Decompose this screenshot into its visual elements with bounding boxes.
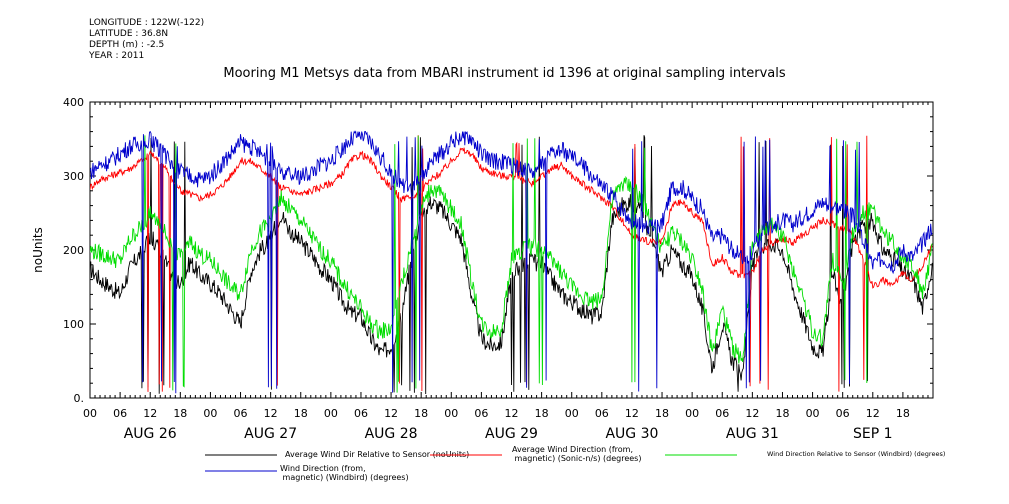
depth-text: DEPTH (m) : -2.5: [89, 40, 165, 50]
series-line-2: [90, 135, 933, 392]
legend-entry-2: Average Wind Direction (from, magnetic) …: [512, 445, 641, 463]
chart-title: Mooring M1 Metsys data from MBARI instru…: [223, 66, 786, 81]
x-hour-label: 00: [324, 407, 338, 420]
y-tick-label: 200: [63, 244, 84, 257]
x-day-label: AUG 26: [124, 426, 177, 442]
x-hour-label: 18: [173, 407, 187, 420]
x-hour-label: 00: [83, 407, 97, 420]
x-hour-label: 06: [595, 407, 609, 420]
year-text: YEAR : 2011: [89, 51, 145, 61]
metadata-header: LONGITUDE : 122W(-122) LATITUDE : 36.8N …: [89, 18, 204, 62]
longitude-text: LONGITUDE : 122W(-122): [89, 18, 205, 28]
latitude-text: LATITUDE : 36.8N: [89, 29, 169, 39]
x-day-label: AUG 29: [485, 426, 538, 442]
x-day-label: AUG 27: [244, 426, 297, 442]
x-hour-label: 00: [444, 407, 458, 420]
series-line-4: [90, 130, 933, 394]
x-hour-label: 12: [505, 407, 519, 420]
x-hour-label: 06: [474, 407, 488, 420]
x-hour-label: 06: [113, 407, 127, 420]
x-hour-label: 00: [203, 407, 217, 420]
x-hour-label: 18: [535, 407, 549, 420]
x-day-label: AUG 30: [605, 426, 658, 442]
series-line-1: [90, 135, 933, 395]
x-day-label: AUG 28: [365, 426, 418, 442]
x-hour-label: 12: [264, 407, 278, 420]
x-hour-label: 12: [866, 407, 880, 420]
y-tick-label: 100: [63, 318, 84, 331]
x-hour-label: 12: [625, 407, 639, 420]
x-hour-label: 00: [565, 407, 579, 420]
x-hour-label: 06: [715, 407, 729, 420]
x-hour-label: 06: [234, 407, 248, 420]
x-hour-label: 18: [414, 407, 428, 420]
legend-entry-3: Wind Direction Relative to Sensor (Windb…: [767, 450, 945, 458]
series-line-3: [90, 135, 933, 393]
x-hour-label: 18: [896, 407, 910, 420]
x-hour-label: 00: [685, 407, 699, 420]
y-tick-label: 300: [63, 170, 84, 183]
legend-entry-1: Average Wind Dir Relative to Sensor (noU…: [285, 450, 469, 459]
y-tick-label: 400: [63, 96, 84, 109]
x-hour-label: 18: [294, 407, 308, 420]
y-axis-label: noUnits: [31, 227, 45, 273]
x-hour-label: 12: [745, 407, 759, 420]
x-hour-label: 18: [655, 407, 669, 420]
x-hour-label: 12: [143, 407, 157, 420]
x-day-label: SEP 1: [853, 426, 893, 442]
x-day-label: AUG 31: [726, 426, 779, 442]
y-tick-label: 0.: [74, 392, 85, 405]
x-hour-label: 12: [384, 407, 398, 420]
x-hour-label: 06: [836, 407, 850, 420]
x-hour-label: 00: [806, 407, 820, 420]
x-hour-label: 06: [354, 407, 368, 420]
x-hour-label: 18: [775, 407, 789, 420]
legend-entry-4: Wind Direction (from, magnetic) (Windbir…: [280, 464, 409, 482]
